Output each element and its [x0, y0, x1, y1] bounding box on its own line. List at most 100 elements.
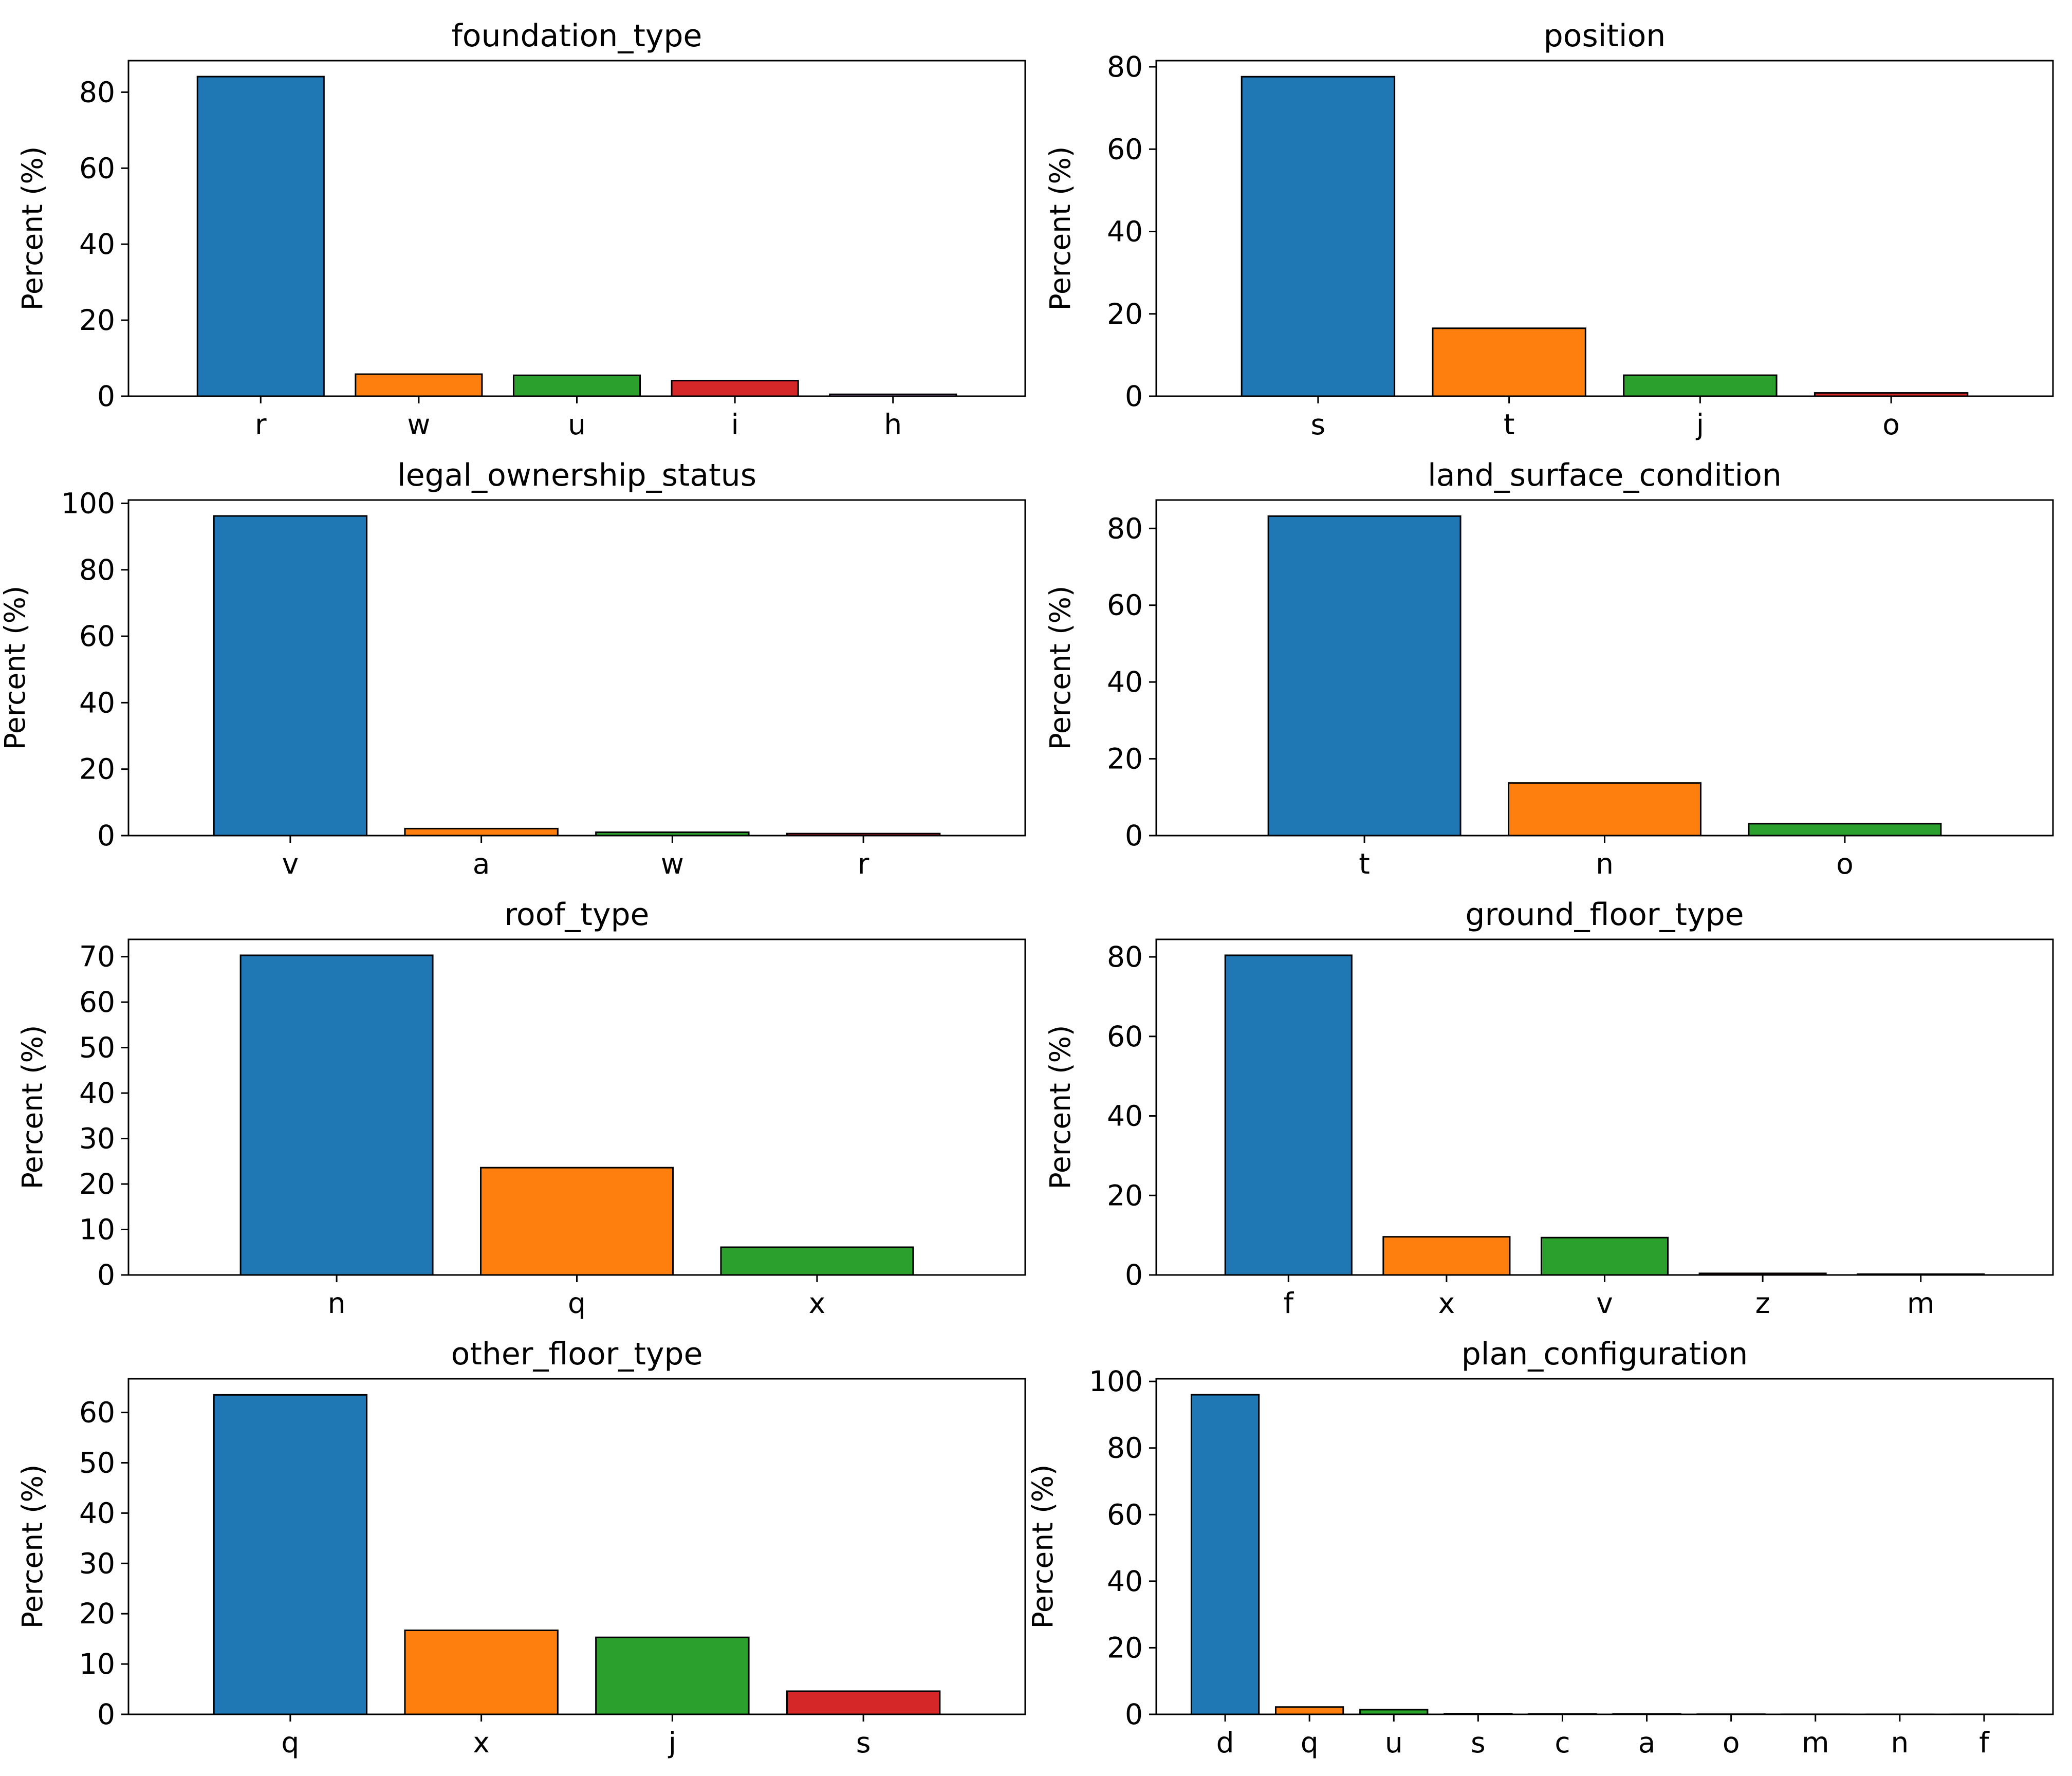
chart-other-floor-type-bar-1 — [405, 1631, 558, 1714]
chart-foundation-type-bar-3 — [672, 381, 798, 396]
chart-land-surface-condition-bar-2 — [1749, 824, 1941, 836]
chart-plan-configuration-xtick-label-0: d — [1216, 1726, 1234, 1759]
chart-position-bar-0 — [1242, 77, 1394, 396]
chart-roof-type-ytick-label-2: 20 — [79, 1168, 115, 1200]
chart-legal-ownership-status-ytick-label-0: 0 — [97, 819, 115, 852]
chart-land-surface-condition-ytick-label-3: 60 — [1107, 589, 1143, 622]
chart-position-xtick-label-0: s — [1311, 408, 1326, 441]
chart-legal-ownership-status-xtick-label-1: a — [473, 847, 490, 880]
chart-plan-configuration-bar-0 — [1191, 1395, 1259, 1714]
chart-roof-type-bar-0 — [240, 955, 433, 1275]
chart-position-ylabel: Percent (%) — [1044, 146, 1077, 311]
chart-other-floor-type-ytick-label-5: 50 — [79, 1446, 115, 1479]
chart-roof-type-bar-2 — [721, 1247, 913, 1275]
chart-legal-ownership-status-bar-1 — [405, 828, 558, 836]
chart-land-surface-condition-bar-0 — [1268, 516, 1460, 836]
chart-foundation-type-bar-0 — [197, 77, 324, 396]
chart-other-floor-type-ytick-label-4: 40 — [79, 1496, 115, 1529]
chart-plan-configuration-xtick-label-6: o — [1723, 1726, 1740, 1759]
chart-land-surface-condition-ytick-label-0: 0 — [1125, 819, 1143, 852]
chart-foundation-type-bar-2 — [513, 375, 640, 396]
chart-roof-type-ytick-label-7: 70 — [79, 940, 115, 973]
chart-other-floor-type-xtick-label-0: q — [281, 1726, 299, 1759]
chart-plan-configuration-xtick-label-7: m — [1802, 1726, 1829, 1759]
chart-plan-configuration-ylabel: Percent (%) — [1026, 1465, 1059, 1629]
chart-other-floor-type-ytick-label-3: 30 — [79, 1547, 115, 1580]
chart-roof-type-ytick-label-6: 60 — [79, 986, 115, 1019]
chart-position-xtick-label-3: o — [1882, 408, 1900, 441]
chart-roof-type-ytick-label-5: 50 — [79, 1031, 115, 1064]
chart-position-ytick-label-2: 40 — [1107, 215, 1143, 248]
chart-ground-floor-type-xtick-label-2: v — [1596, 1287, 1613, 1320]
chart-land-surface-condition-ytick-label-1: 20 — [1107, 743, 1143, 775]
chart-foundation-type-xtick-label-0: r — [255, 408, 267, 441]
chart-plan-configuration-ytick-label-2: 40 — [1107, 1565, 1143, 1598]
chart-other-floor-type-bar-3 — [787, 1691, 939, 1714]
chart-plan-configuration-title: plan_configuration — [1461, 1336, 1748, 1372]
chart-land-surface-condition-xtick-label-2: o — [1836, 847, 1854, 880]
chart-ground-floor-type-ytick-label-1: 20 — [1107, 1179, 1143, 1212]
chart-plan-configuration-xtick-label-3: s — [1471, 1726, 1486, 1759]
chart-roof-type-ytick-label-1: 10 — [79, 1213, 115, 1246]
chart-land-surface-condition-title: land_surface_condition — [1428, 457, 1782, 493]
chart-foundation-type-xtick-label-4: h — [884, 408, 902, 441]
chart-plan-configuration-ytick-label-1: 20 — [1107, 1631, 1143, 1664]
chart-roof-type-ytick-label-0: 0 — [97, 1259, 115, 1291]
chart-plan-configuration-xtick-label-5: a — [1638, 1726, 1656, 1759]
chart-roof-type-ytick-label-3: 30 — [79, 1122, 115, 1155]
chart-legal-ownership-status-ytick-label-1: 20 — [79, 753, 115, 786]
chart-other-floor-type-xtick-label-2: j — [668, 1726, 676, 1759]
chart-plan-configuration-ytick-label-4: 80 — [1107, 1432, 1143, 1465]
chart-foundation-type-bar-1 — [356, 374, 482, 396]
chart-land-surface-condition-ytick-label-4: 80 — [1107, 512, 1143, 545]
chart-land-surface-condition-ylabel: Percent (%) — [1044, 586, 1077, 750]
chart-legal-ownership-status-ytick-label-4: 80 — [79, 553, 115, 586]
chart-roof-type-ytick-label-4: 40 — [79, 1077, 115, 1109]
chart-ground-floor-type-bar-1 — [1383, 1237, 1510, 1275]
chart-ground-floor-type-xtick-label-4: m — [1907, 1287, 1935, 1320]
chart-position-ytick-label-3: 60 — [1107, 133, 1143, 165]
chart-roof-type-xtick-label-2: x — [809, 1287, 826, 1320]
chart-land-surface-condition-ytick-label-2: 40 — [1107, 665, 1143, 698]
chart-legal-ownership-status-ylabel: Percent (%) — [0, 586, 31, 750]
chart-position-bar-2 — [1624, 375, 1777, 396]
chart-roof-type-xtick-label-0: n — [328, 1287, 346, 1320]
chart-legal-ownership-status-bar-0 — [214, 516, 366, 836]
chart-roof-type-bar-1 — [481, 1168, 673, 1275]
chart-position-title: position — [1544, 18, 1666, 54]
chart-ground-floor-type-title: ground_floor_type — [1465, 897, 1744, 933]
chart-position-ytick-label-4: 80 — [1107, 50, 1143, 83]
chart-other-floor-type-bar-2 — [596, 1637, 749, 1714]
chart-position-xtick-label-2: j — [1696, 408, 1704, 441]
chart-foundation-type-title: foundation_type — [452, 18, 702, 54]
chart-plan-configuration-xtick-label-2: u — [1385, 1726, 1403, 1759]
chart-legal-ownership-status-ytick-label-3: 60 — [79, 620, 115, 653]
chart-plan-configuration-bar-1 — [1276, 1707, 1343, 1714]
chart-ground-floor-type-bar-0 — [1225, 955, 1352, 1275]
chart-plan-configuration-ytick-label-0: 0 — [1125, 1698, 1143, 1731]
chart-legal-ownership-status-xtick-label-3: r — [858, 847, 869, 880]
chart-plan-configuration-xtick-label-8: n — [1891, 1726, 1909, 1759]
chart-position-ytick-label-1: 20 — [1107, 298, 1143, 330]
chart-foundation-type-ytick-label-1: 20 — [79, 304, 115, 337]
chart-legal-ownership-status-xtick-label-0: v — [282, 847, 299, 880]
figure-canvas: r w u i h020406080foundation_typePercent (%)… — [0, 0, 2072, 1776]
chart-other-floor-type-bar-0 — [214, 1395, 366, 1714]
chart-ground-floor-type-ytick-label-3: 60 — [1107, 1020, 1143, 1053]
chart-foundation-type-ylabel: Percent (%) — [16, 146, 49, 311]
chart-position-ytick-label-0: 0 — [1125, 380, 1143, 413]
chart-position-bar-1 — [1433, 328, 1585, 396]
chart-ground-floor-type-ytick-label-2: 40 — [1107, 1100, 1143, 1133]
chart-foundation-type-ytick-label-3: 60 — [79, 152, 115, 184]
chart-foundation-type-ytick-label-0: 0 — [97, 380, 115, 413]
chart-plan-configuration-xtick-label-4: c — [1555, 1726, 1570, 1759]
chart-legal-ownership-status-xtick-label-2: w — [661, 847, 684, 880]
chart-other-floor-type-ylabel: Percent (%) — [16, 1465, 49, 1629]
chart-ground-floor-type-ytick-label-4: 80 — [1107, 940, 1143, 973]
chart-other-floor-type-xtick-label-1: x — [473, 1726, 490, 1759]
chart-other-floor-type-ytick-label-6: 60 — [79, 1396, 115, 1429]
chart-plan-configuration-xtick-label-1: q — [1301, 1726, 1319, 1759]
chart-plan-configuration-ytick-label-3: 60 — [1107, 1498, 1143, 1531]
chart-land-surface-condition-xtick-label-1: n — [1596, 847, 1614, 880]
chart-legal-ownership-status-title: legal_ownership_status — [397, 457, 756, 493]
